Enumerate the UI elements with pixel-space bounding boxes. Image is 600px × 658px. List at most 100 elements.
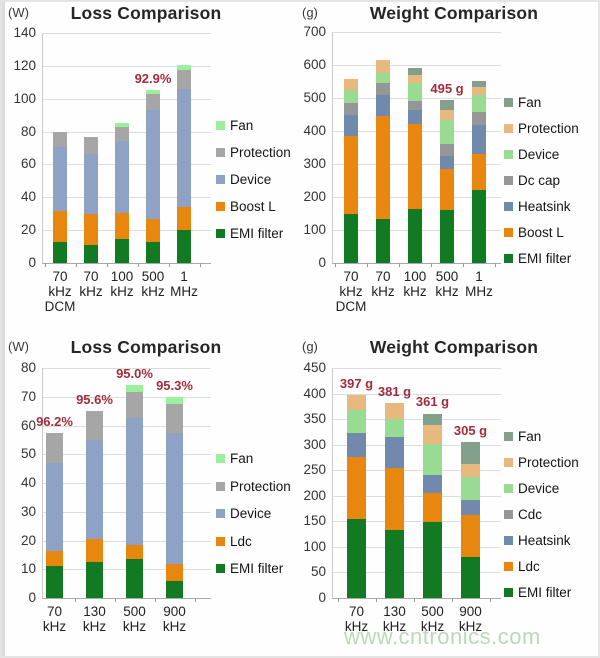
x-axis-tick — [194, 598, 196, 602]
x-axis-label-line: kHz — [162, 619, 187, 634]
x-axis-label-line: MHz — [465, 284, 493, 299]
legend-label: Ldc — [230, 533, 252, 549]
x-axis-label-line: kHz — [435, 284, 459, 299]
y-axis-tick-label: 400 — [303, 385, 326, 401]
legend-label: Protection — [518, 121, 579, 136]
bar-segment-boost-l — [344, 135, 358, 214]
x-axis-label-line: 70 — [83, 269, 99, 284]
gridline — [333, 572, 501, 574]
x-axis-label: 100 kHz — [92, 269, 152, 299]
x-axis-label-line: 130 — [383, 604, 406, 619]
bar-segment-emi-filter — [344, 213, 358, 263]
x-axis-tick — [431, 263, 432, 267]
bar-segment-boost-l — [376, 115, 390, 220]
bar-segment-emi-filter — [146, 241, 160, 263]
bar-segment-emi-filter — [385, 530, 404, 598]
y-axis-tick-label: 10 — [20, 561, 36, 577]
bar-segment-device — [472, 95, 486, 112]
x-axis-label-line: kHz — [48, 284, 72, 299]
legend-label: Fan — [230, 118, 254, 133]
bar-segment-dc-cap — [408, 101, 422, 110]
legend-item-fan: Fan — [504, 429, 579, 444]
bar-segment-device — [423, 444, 442, 476]
x-axis-label-line: 70 — [46, 604, 63, 619]
legend-label: Fan — [230, 451, 254, 466]
y-axis-unit: (g) — [302, 339, 318, 354]
plot-area: 70 kHz 96.2% 130 kHz 95.6% 500 kHz 95.0% 900 kHz 95… — [36, 366, 211, 634]
x-axis-label: 500 kHz — [403, 604, 463, 634]
x-axis-label-line: 500 — [435, 269, 459, 284]
bar-segment-emi-filter — [53, 241, 67, 263]
chart-loss-comparison-bottom: (W) Loss Comparison 70 kHz 96.2% 130 kHz 95.6… — [0, 330, 300, 658]
legend-item-protection: Protection — [504, 455, 579, 470]
legend-item-emi-filter: EMI filter — [504, 251, 579, 266]
x-axis-tick — [335, 263, 336, 267]
x-axis-label: 130 kHz — [65, 604, 125, 634]
bar-segment-protection — [376, 60, 390, 74]
x-axis-label: 1 MHz — [449, 269, 509, 299]
x-axis-tick — [463, 263, 464, 267]
bar-130-khz — [86, 411, 103, 598]
x-axis-label-line: kHz — [122, 619, 147, 634]
legend-label: EMI filter — [230, 226, 284, 241]
chart-weight-comparison-top: (g) Weight Comparison 70 kHz DCM 70 kHz 100 kH… — [300, 0, 600, 330]
bar-segment-heatsink — [376, 94, 390, 116]
gridline — [333, 444, 501, 446]
bar-segment-fan — [461, 442, 480, 465]
x-axis-label-line: kHz — [403, 284, 427, 299]
x-axis-label-line: 100 — [110, 269, 134, 284]
bar-segment-heatsink — [385, 436, 404, 469]
gridline — [333, 32, 501, 33]
bar-annotation: 95.3% — [156, 377, 193, 393]
bar-segment-ldc — [166, 563, 183, 581]
x-axis-label: 500 kHz — [123, 269, 183, 299]
bar-segment-device — [53, 147, 67, 212]
y-axis-tick-label: 300 — [303, 156, 326, 171]
bar-segment-heatsink — [408, 109, 422, 125]
legend-swatch — [504, 176, 513, 185]
y-axis-tick-label: 200 — [303, 487, 326, 503]
bar-segment-device — [344, 89, 358, 103]
legend-item-emi-filter: EMI filter — [504, 585, 579, 600]
x-axis-label-line: MHz — [170, 284, 198, 299]
x-axis-label-line: kHz — [79, 284, 103, 299]
legend-label: Heatsink — [518, 199, 571, 214]
x-axis-label-line: 70 — [343, 269, 359, 284]
x-axis-tick — [114, 598, 116, 602]
bar-segment-protection — [440, 110, 454, 121]
plot-area: 70 kHz DCM 70 kHz 100 kHz 500 kHz 92.9% 1 MHz — [42, 33, 211, 314]
bar-segment-heatsink — [344, 114, 358, 136]
y-axis-tick-label: 0 — [28, 255, 36, 270]
bar-segment-emi-filter — [166, 580, 183, 598]
bar-segment-dc-cap — [472, 111, 486, 126]
y-axis-tick-label: 70 — [20, 388, 36, 404]
bar-segment-emi-filter — [408, 208, 422, 263]
bar-segment-boost-l — [115, 212, 129, 240]
bar-segment-device — [146, 110, 160, 219]
bar-segment-heatsink — [461, 499, 480, 516]
x-axis-label: 1 MHz — [154, 269, 214, 299]
x-axis-label-line: DCM — [44, 299, 76, 314]
gridline — [333, 368, 501, 369]
legend-swatch — [504, 432, 513, 441]
x-axis-label-line: 100 — [403, 269, 427, 284]
legend-item-boost-l: Boost L — [504, 225, 579, 240]
bar-segment-ldc — [423, 492, 442, 523]
x-axis-label-line: kHz — [42, 619, 67, 634]
x-axis-label-line: 1 — [180, 269, 188, 284]
bar-segment-device — [347, 409, 366, 433]
bar-segment-dc-cap — [376, 83, 390, 95]
bar-segment-emi-filter — [472, 190, 486, 263]
x-axis-label-line: 500 — [421, 604, 444, 619]
legend-label: EMI filter — [518, 251, 572, 266]
x-axis-label-line: kHz — [382, 619, 407, 634]
bar-segment-protection — [86, 411, 103, 440]
bar-segment-protection — [344, 79, 358, 90]
x-axis-tick — [399, 263, 400, 267]
y-axis-tick-label: 0 — [318, 590, 326, 605]
bar-segment-emi-filter — [46, 566, 63, 598]
legend-label: Dc cap — [518, 173, 561, 188]
x-axis-label-line: 70 — [375, 269, 391, 284]
legend-label: Device — [230, 172, 272, 187]
bar-segment-emi-filter — [115, 239, 129, 263]
